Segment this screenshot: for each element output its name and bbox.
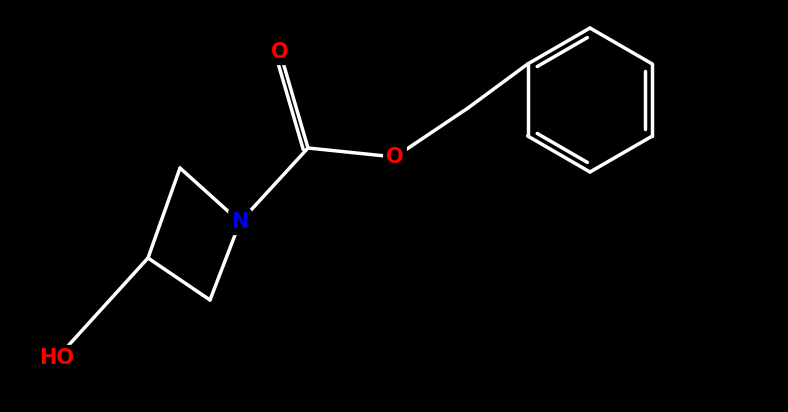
Text: HO: HO xyxy=(39,348,75,368)
Text: O: O xyxy=(271,42,289,62)
Text: N: N xyxy=(232,212,249,232)
Text: O: O xyxy=(386,147,403,167)
